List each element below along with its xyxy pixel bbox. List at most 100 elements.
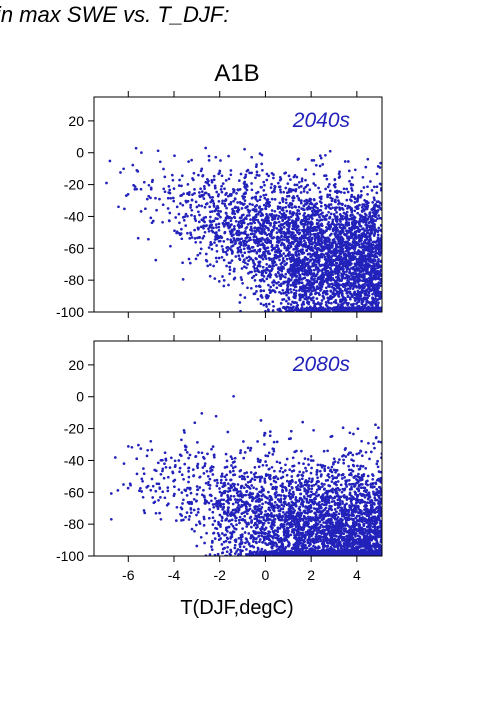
data-point bbox=[338, 256, 342, 260]
data-point bbox=[342, 187, 346, 191]
data-point bbox=[315, 251, 319, 254]
data-point bbox=[264, 193, 268, 197]
data-point bbox=[123, 207, 126, 211]
data-point bbox=[193, 188, 196, 191]
data-point bbox=[203, 205, 207, 209]
data-point bbox=[208, 225, 212, 229]
data-point bbox=[227, 202, 231, 206]
data-point bbox=[317, 276, 320, 279]
data-point bbox=[279, 190, 283, 194]
data-point bbox=[310, 275, 314, 279]
data-point bbox=[359, 274, 363, 278]
data-point bbox=[279, 188, 282, 192]
data-point bbox=[315, 247, 319, 251]
data-point bbox=[371, 201, 375, 204]
data-point bbox=[244, 173, 248, 177]
data-point bbox=[350, 176, 354, 179]
data-point bbox=[320, 245, 323, 249]
data-point bbox=[149, 196, 152, 200]
data-point bbox=[334, 275, 338, 279]
data-point bbox=[279, 229, 283, 233]
data-point bbox=[319, 289, 322, 292]
data-point bbox=[343, 282, 347, 286]
data-point bbox=[327, 265, 330, 269]
data-point bbox=[321, 163, 325, 166]
data-point bbox=[262, 225, 265, 228]
data-point bbox=[270, 190, 274, 194]
data-point bbox=[376, 233, 380, 237]
data-point bbox=[202, 234, 206, 238]
data-point bbox=[325, 243, 329, 247]
data-point bbox=[346, 294, 350, 298]
data-point bbox=[280, 261, 284, 265]
data-point bbox=[315, 202, 319, 205]
data-point bbox=[203, 464, 207, 468]
y-tick-label: -100 bbox=[56, 304, 84, 320]
data-point bbox=[202, 197, 206, 200]
data-point bbox=[262, 244, 266, 247]
data-point bbox=[229, 201, 233, 204]
data-point bbox=[260, 296, 264, 299]
data-point bbox=[265, 305, 268, 308]
data-point bbox=[337, 292, 341, 295]
data-point bbox=[247, 259, 250, 263]
data-point bbox=[279, 223, 283, 226]
data-point bbox=[376, 247, 380, 251]
data-point bbox=[287, 296, 290, 300]
data-point bbox=[287, 194, 291, 198]
data-point bbox=[295, 289, 298, 293]
data-point bbox=[285, 257, 289, 261]
data-point bbox=[335, 215, 339, 219]
data-point bbox=[248, 270, 252, 274]
data-point bbox=[297, 180, 301, 184]
data-point bbox=[353, 277, 356, 281]
data-point bbox=[379, 245, 382, 248]
data-point bbox=[293, 266, 297, 270]
data-point bbox=[289, 178, 292, 181]
data-point bbox=[260, 153, 264, 157]
data-point bbox=[376, 204, 379, 208]
data-point bbox=[251, 258, 255, 262]
data-point bbox=[308, 259, 312, 263]
data-point bbox=[302, 223, 306, 226]
data-point bbox=[298, 212, 301, 216]
data-point bbox=[334, 264, 338, 268]
data-point bbox=[335, 195, 339, 199]
data-point bbox=[188, 237, 192, 240]
data-point bbox=[309, 454, 313, 458]
data-point bbox=[279, 177, 283, 181]
data-point bbox=[225, 253, 229, 256]
data-point bbox=[364, 165, 368, 169]
data-point bbox=[308, 267, 312, 271]
data-point bbox=[249, 257, 252, 261]
data-point bbox=[287, 246, 291, 250]
data-point bbox=[233, 206, 237, 209]
data-point bbox=[213, 241, 216, 244]
data-point bbox=[163, 190, 167, 194]
data-point bbox=[362, 220, 365, 224]
data-point bbox=[374, 273, 378, 276]
data-point bbox=[355, 257, 358, 261]
data-point bbox=[277, 271, 280, 275]
data-point bbox=[315, 473, 319, 476]
data-point bbox=[331, 244, 334, 248]
data-point bbox=[332, 295, 336, 298]
data-point bbox=[352, 306, 356, 310]
data-point bbox=[254, 208, 258, 211]
data-point bbox=[184, 212, 188, 216]
data-point bbox=[255, 163, 258, 166]
data-point bbox=[224, 218, 228, 222]
data-point bbox=[238, 188, 242, 191]
data-point bbox=[308, 202, 312, 206]
data-point bbox=[355, 241, 359, 244]
data-point bbox=[362, 186, 366, 189]
data-point bbox=[316, 221, 320, 225]
data-point bbox=[345, 224, 349, 227]
data-point bbox=[272, 283, 275, 287]
data-point bbox=[309, 248, 313, 252]
data-point bbox=[283, 244, 286, 248]
data-point bbox=[335, 282, 338, 286]
data-point bbox=[340, 307, 344, 311]
data-point bbox=[327, 285, 331, 288]
data-point bbox=[217, 228, 221, 232]
